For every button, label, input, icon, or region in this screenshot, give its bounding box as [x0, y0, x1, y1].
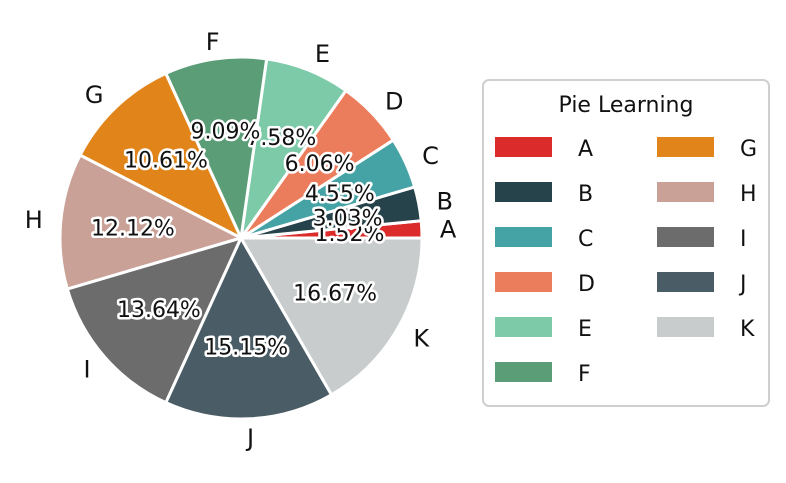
legend-label-a: A [578, 137, 593, 162]
legend-swatch-i [657, 227, 714, 247]
legend-label-c: C [578, 227, 593, 252]
legend-label-i: I [740, 227, 747, 252]
percent-label-f: 9.09% [191, 120, 261, 145]
percent-label-h: 12.12% [91, 217, 175, 242]
legend-item-j: J [657, 272, 747, 297]
legend-swatch-e [495, 317, 552, 337]
pie-slice-i [65, 236, 243, 405]
percent-label-e: 7.58% [246, 126, 316, 151]
slice-label-e: E [315, 40, 330, 68]
legend-item-d: D [495, 272, 595, 297]
legend-label-k: K [740, 317, 755, 342]
legend-label-f: F [578, 362, 591, 387]
percent-labels: 1.52%3.03%4.55% 6.06%7.58%9.09% 10.61% 12.1… [88, 117, 386, 363]
pie-slices [58, 55, 424, 421]
pie-slice-j [164, 236, 333, 421]
legend-item-a: A [495, 137, 593, 162]
slice-label-f: F [206, 28, 220, 56]
legend-item-f: F [495, 362, 591, 387]
slice-label-h: H [25, 206, 43, 234]
percent-label-a: 1.52% [315, 222, 385, 247]
legend-swatch-f [495, 362, 552, 382]
legend-swatch-b [495, 182, 552, 202]
legend-title: Pie Learning [559, 93, 694, 118]
percent-label-g: 10.61% [124, 148, 208, 173]
slice-label-i: I [84, 355, 91, 383]
legend-swatch-j [657, 272, 714, 292]
percent-label-d: 6.06% [285, 152, 355, 177]
legend-label-g: G [740, 137, 757, 162]
legend-swatch-h [657, 182, 714, 202]
percent-label-i: 13.64% [117, 298, 201, 323]
slice-label-g: G [85, 81, 104, 109]
legend-swatch-c [495, 227, 552, 247]
legend-item-g: G [657, 137, 757, 162]
slice-label-d: D [385, 88, 403, 116]
pie-slice-f [164, 55, 269, 240]
percent-label-j: 15.15% [204, 336, 288, 361]
legend-item-b: B [495, 182, 593, 207]
pie-slice-g [78, 71, 243, 240]
legend-item-e: E [495, 317, 592, 342]
legend-label-e: E [578, 317, 592, 342]
legend-label-h: H [740, 182, 757, 207]
legend-label-b: B [578, 182, 593, 207]
pie-slice-h [58, 153, 243, 291]
pie-slice-k [239, 236, 424, 397]
percent-label-c: 4.55% [305, 182, 375, 207]
slice-label-a: A [440, 216, 457, 244]
slice-label-j: J [245, 424, 254, 452]
legend-swatch-g [657, 137, 714, 157]
legend-item-k: K [657, 317, 755, 342]
slice-label-k: K [413, 325, 430, 353]
legend-label-d: D [578, 272, 595, 297]
legend-swatch-d [495, 272, 552, 292]
percent-label-b: 3.03% [313, 206, 383, 231]
slice-label-b: B [437, 187, 453, 215]
percent-label-k: 16.67% [293, 281, 377, 306]
legend-item-h: H [657, 182, 757, 207]
legend-label-j: J [738, 272, 747, 297]
legend-swatch-k [657, 317, 714, 337]
slice-label-c: C [422, 142, 439, 170]
legend-swatch-a [495, 137, 552, 157]
legend-item-i: I [657, 227, 747, 252]
legend-item-c: C [495, 227, 593, 252]
